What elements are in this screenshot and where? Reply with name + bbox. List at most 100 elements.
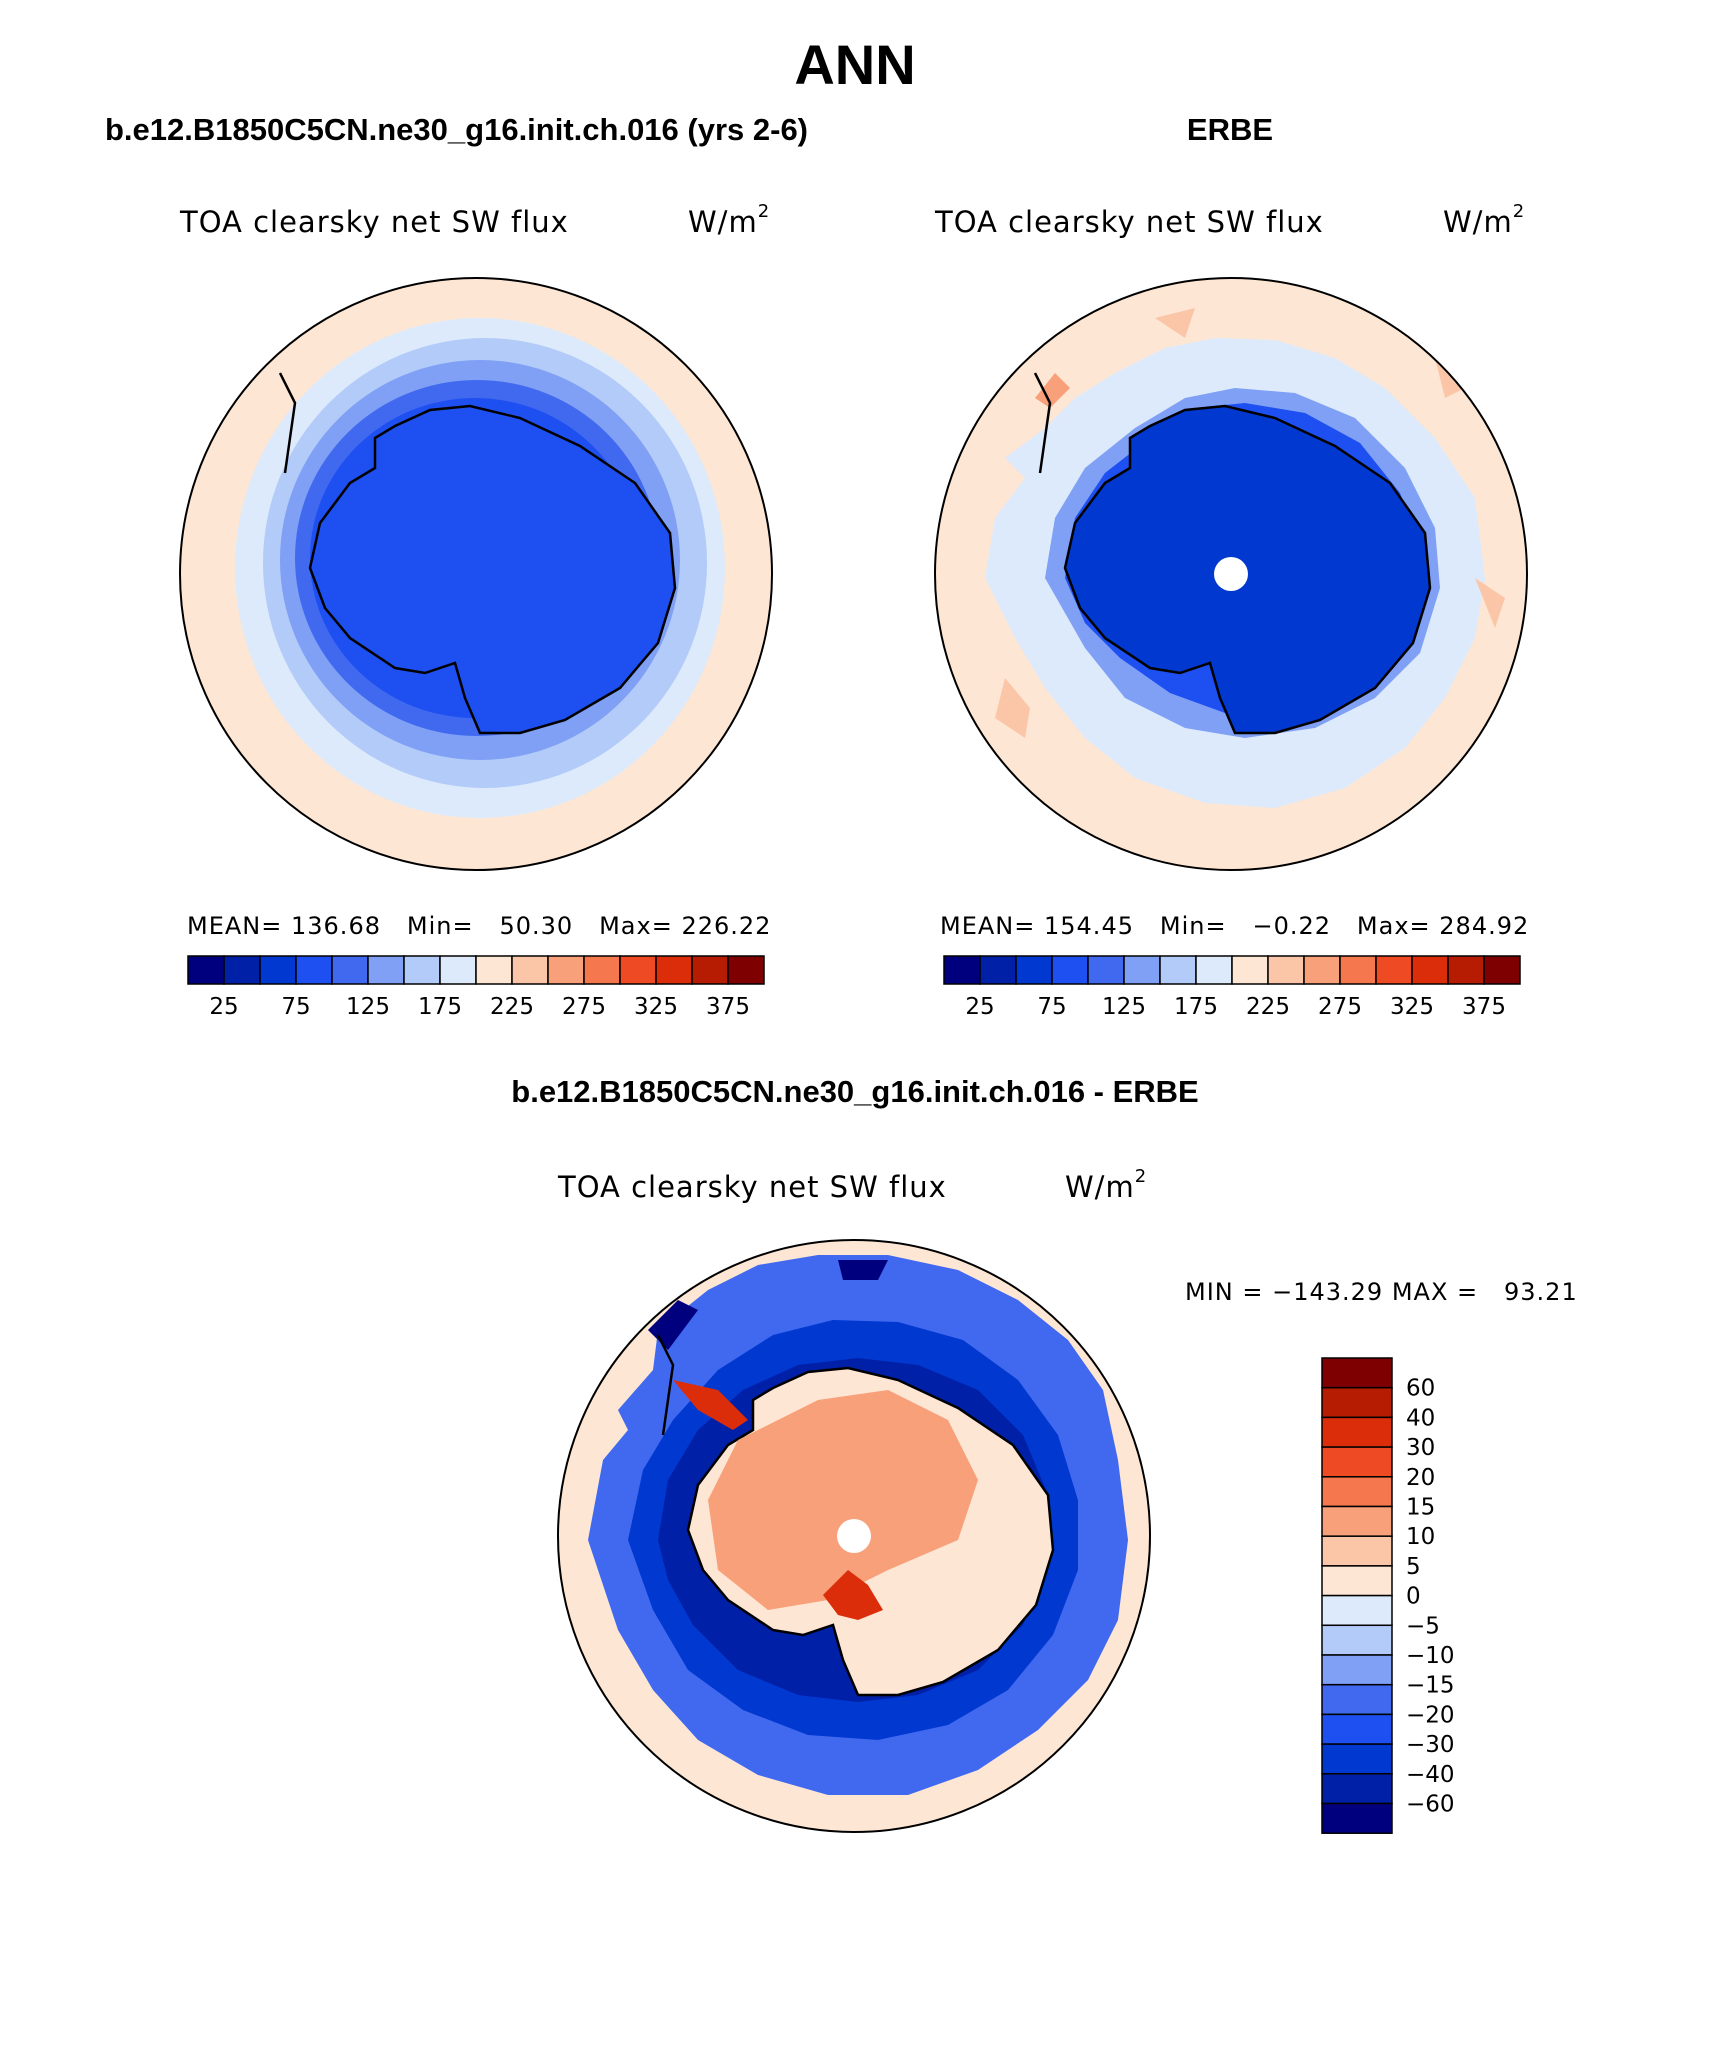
colorbar-tick-label: 125 — [346, 994, 390, 1020]
colorbar-swatch — [1195, 955, 1233, 985]
peninsula-anomaly — [673, 1380, 748, 1430]
colorbar-swatch — [1267, 955, 1305, 985]
colorbar-swatch — [1321, 1446, 1393, 1478]
colorbar-swatch — [187, 955, 225, 985]
diff-variable-label: TOA clearsky net SW flux — [558, 1170, 947, 1204]
ross-sea-anomaly — [823, 1570, 883, 1620]
colorbar-tick-label: 20 — [1406, 1465, 1435, 1491]
colorbar-tick-label: −5 — [1406, 1613, 1440, 1639]
obs-variable-label: TOA clearsky net SW flux — [935, 205, 1324, 239]
colorbar-tick-label: 40 — [1406, 1405, 1435, 1431]
colorbar-swatch — [1483, 955, 1521, 985]
colorbar-swatch — [1321, 1476, 1393, 1508]
colorbar-swatch — [223, 955, 261, 985]
colorbar-tick-label: 375 — [706, 994, 750, 1020]
colorbar-swatch — [655, 955, 693, 985]
colorbar-tick-label: 225 — [490, 994, 534, 1020]
colorbar-swatch — [1123, 955, 1161, 985]
map-boundary — [934, 277, 1528, 871]
diff-units-label: W/m2 — [1065, 1166, 1148, 1204]
colorbar-swatch — [1321, 1416, 1393, 1448]
obs-stats: MEAN= 154.45 Min= −0.22 Max= 284.92 — [940, 912, 1530, 940]
colorbar-swatch — [1159, 955, 1197, 985]
obs-colorbar: 25 75 125 175 225 275 325 375 — [943, 955, 1521, 1020]
colorbar-tick-label: 175 — [1174, 994, 1218, 1020]
colorbar-swatch — [475, 955, 513, 985]
colorbar-swatch — [1321, 1594, 1393, 1627]
map-boundary — [179, 277, 773, 871]
colorbar-swatch — [1321, 1535, 1393, 1567]
colorbar-swatch — [1321, 1773, 1393, 1805]
obs-polar-map — [934, 277, 1528, 871]
obs-units-label: W/m2 — [1443, 201, 1526, 239]
colorbar-tick-label: 75 — [1037, 994, 1066, 1020]
colorbar-swatch — [1303, 955, 1341, 985]
colorbar-tick-label: 25 — [209, 994, 238, 1020]
colorbar-tick-label: −60 — [1406, 1792, 1455, 1818]
colorbar-swatch — [331, 955, 369, 985]
diff-minmax: MIN = −143.29 MAX = 93.21 — [1185, 1278, 1578, 1306]
colorbar-swatch — [1447, 955, 1485, 985]
model-case-title: b.e12.B1850C5CN.ne30_g16.init.ch.016 (yr… — [105, 112, 809, 147]
colorbar-swatch — [1087, 955, 1125, 985]
diff-polar-map — [557, 1239, 1151, 1833]
colorbar-tick-label: 175 — [418, 994, 462, 1020]
colorbar-tick-label: −10 — [1406, 1643, 1455, 1669]
colorbar-tick-label: 5 — [1406, 1554, 1421, 1580]
colorbar-swatch — [1231, 955, 1269, 985]
model-stats: MEAN= 136.68 Min= 50.30 Max= 226.22 — [187, 912, 772, 940]
colorbar-tick-label: 15 — [1406, 1495, 1435, 1521]
peninsula-outline — [1033, 372, 1052, 474]
map-boundary — [557, 1239, 1151, 1833]
colorbar-tick-label: 275 — [1318, 994, 1362, 1020]
model-variable-label: TOA clearsky net SW flux — [180, 205, 569, 239]
colorbar-swatch — [691, 955, 729, 985]
colorbar-tick-label: 125 — [1102, 994, 1146, 1020]
colorbar-swatch — [439, 955, 477, 985]
colorbar-swatch — [727, 955, 765, 985]
colorbar-tick-label: 25 — [965, 994, 994, 1020]
colorbar-tick-label: −30 — [1406, 1732, 1455, 1758]
figure-title: ANN — [794, 33, 916, 96]
model-units-label: W/m2 — [688, 201, 771, 239]
difference-title: b.e12.B1850C5CN.ne30_g16.init.ch.016 - E… — [511, 1074, 1199, 1109]
colorbar-swatch — [1411, 955, 1449, 985]
diff-colorbar: 60 40 30 20 15 10 5 0 −5 −10 −15 −20 −30 −40 −60 — [1321, 1357, 1455, 1834]
colorbar-tick-label: −20 — [1406, 1702, 1455, 1728]
colorbar-swatch — [583, 955, 621, 985]
colorbar-swatch — [619, 955, 657, 985]
colorbar-tick-label: 225 — [1246, 994, 1290, 1020]
colorbar-swatch — [1339, 955, 1377, 985]
colorbar-swatch — [1321, 1357, 1393, 1389]
colorbar-swatch — [1321, 1624, 1393, 1656]
colorbar-swatch — [979, 955, 1017, 985]
colorbar-tick-label: 325 — [634, 994, 678, 1020]
colorbar-swatch — [1015, 955, 1053, 985]
colorbar-swatch — [1321, 1565, 1393, 1597]
antarctica-outline — [308, 404, 677, 735]
colorbar-tick-label: 325 — [1390, 994, 1434, 1020]
colorbar-swatch — [403, 955, 441, 985]
colorbar-swatch — [1321, 1713, 1393, 1745]
colorbar-swatch — [1321, 1386, 1393, 1419]
colorbar-swatch — [1321, 1654, 1393, 1686]
antarctica-warm-anomaly — [708, 1390, 978, 1610]
colorbar-swatch — [295, 955, 333, 985]
model-polar-map — [179, 277, 773, 871]
colorbar-tick-label: 30 — [1406, 1435, 1435, 1461]
pole-hole — [1214, 557, 1248, 591]
colorbar-swatch — [1051, 955, 1089, 985]
colorbar-swatch — [259, 955, 297, 985]
colorbar-swatch — [547, 955, 585, 985]
colorbar-tick-label: 275 — [562, 994, 606, 1020]
pole-hole — [837, 1519, 871, 1553]
antarctica-outline — [1063, 404, 1432, 735]
colorbar-swatch — [1321, 1683, 1393, 1716]
colorbar-tick-label: 375 — [1462, 994, 1506, 1020]
model-colorbar: 25 75 125 175 225 275 325 375 — [187, 955, 765, 1020]
colorbar-swatch — [511, 955, 549, 985]
colorbar-tick-label: 60 — [1406, 1376, 1435, 1402]
peninsula-outline — [656, 1334, 675, 1436]
colorbar-swatch — [1321, 1505, 1393, 1537]
colorbar-swatch — [367, 955, 405, 985]
